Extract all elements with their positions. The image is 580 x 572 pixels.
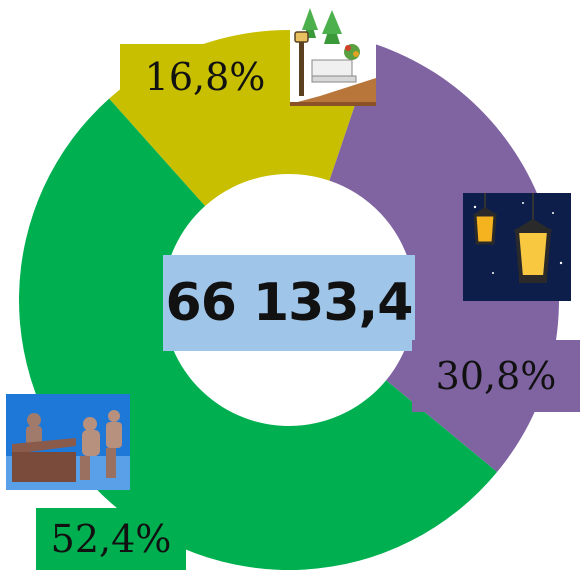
- slice-green: [18, 98, 498, 571]
- park-bench-icon: [290, 8, 376, 106]
- slice-label-purple: 30,8%: [412, 340, 580, 412]
- slice-label-green: 52,4%: [36, 508, 186, 570]
- street-lamps-icon: [463, 193, 571, 301]
- slice-label-yellow: 16,8%: [120, 44, 290, 110]
- meeting-icon: [6, 394, 130, 490]
- total-value: 66 133,4: [163, 255, 415, 351]
